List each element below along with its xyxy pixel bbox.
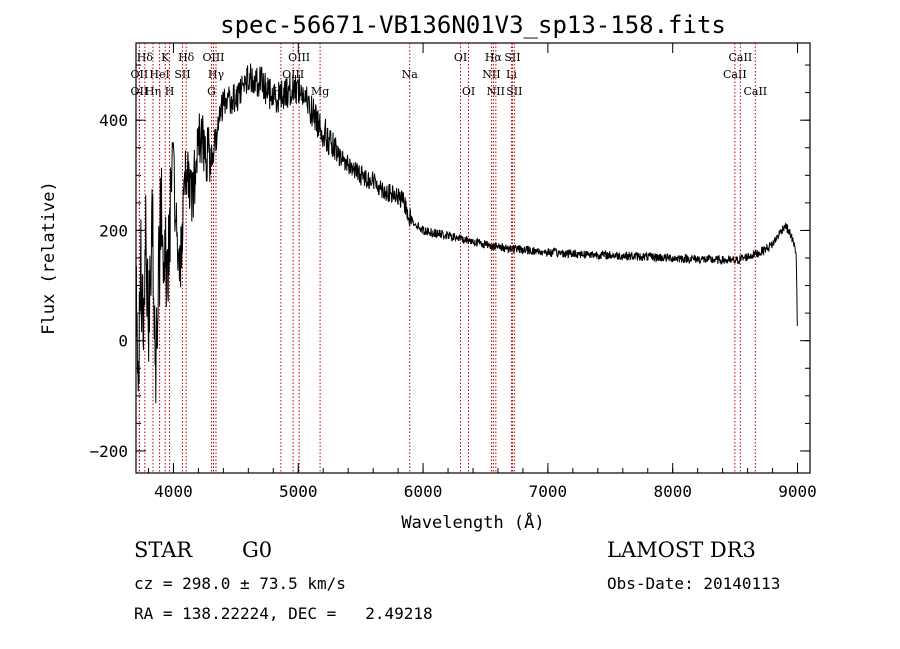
- object-class: STAR: [134, 538, 193, 562]
- line-marker-label: CaII: [723, 68, 747, 81]
- coordinates: RA = 138.22224, DEC = 2.49218: [134, 604, 433, 623]
- x-tick-label: 6000: [404, 482, 443, 501]
- x-tick-label: 8000: [653, 482, 692, 501]
- spectrum-line: [135, 63, 798, 404]
- x-tick-label: 5000: [279, 482, 318, 501]
- object-subclass: G0: [242, 538, 273, 562]
- observation-date: Obs-Date: 20140113: [607, 574, 781, 593]
- line-marker-label: NII: [487, 85, 505, 98]
- line-marker-label: OI: [462, 85, 475, 98]
- line-marker-label: OII: [131, 85, 149, 98]
- line-marker-label: Hα: [485, 51, 503, 64]
- y-tick-label: 0: [118, 332, 128, 351]
- line-marker-label: SII: [174, 68, 190, 81]
- x-tick-label: 9000: [778, 482, 817, 501]
- line-marker-label: NII: [482, 68, 500, 81]
- y-tick-label: 400: [99, 111, 128, 130]
- x-tick-label: 4000: [154, 482, 193, 501]
- line-marker-label: CaII: [729, 51, 753, 64]
- line-marker-label: G: [207, 85, 216, 98]
- x-tick-label: 7000: [529, 482, 568, 501]
- line-marker-label: Hγ: [208, 68, 225, 81]
- y-tick-label: 200: [99, 221, 128, 240]
- line-marker-label: H: [165, 85, 175, 98]
- line-marker-label: OI: [454, 51, 467, 64]
- line-marker-label: Hδ: [178, 51, 195, 64]
- x-axis-label: Wavelength (Å): [401, 511, 544, 533]
- line-marker-label: Li: [506, 68, 517, 81]
- chart-title: spec-56671-VB136N01V3_sp13-158.fits: [220, 11, 726, 39]
- line-marker-label: OIII: [202, 51, 224, 64]
- redshift-velocity: cz = 298.0 ± 73.5 km/s: [134, 574, 346, 593]
- line-marker-label: OIII: [288, 51, 310, 64]
- y-tick-label: −200: [89, 442, 128, 461]
- line-marker-label: SII: [504, 51, 520, 64]
- line-marker-label: Na: [402, 68, 419, 81]
- line-marker-label: CaII: [743, 85, 767, 98]
- line-marker-label: Hη: [145, 85, 161, 98]
- y-axis-label: Flux (relative): [39, 181, 59, 335]
- line-marker-label: SII: [506, 85, 522, 98]
- line-marker-label: K: [161, 51, 170, 64]
- survey-name: LAMOST DR3: [607, 538, 756, 562]
- line-marker-label: Mg: [311, 85, 329, 98]
- line-marker-label: HeI: [149, 68, 169, 81]
- line-marker-label: Hδ: [137, 51, 154, 64]
